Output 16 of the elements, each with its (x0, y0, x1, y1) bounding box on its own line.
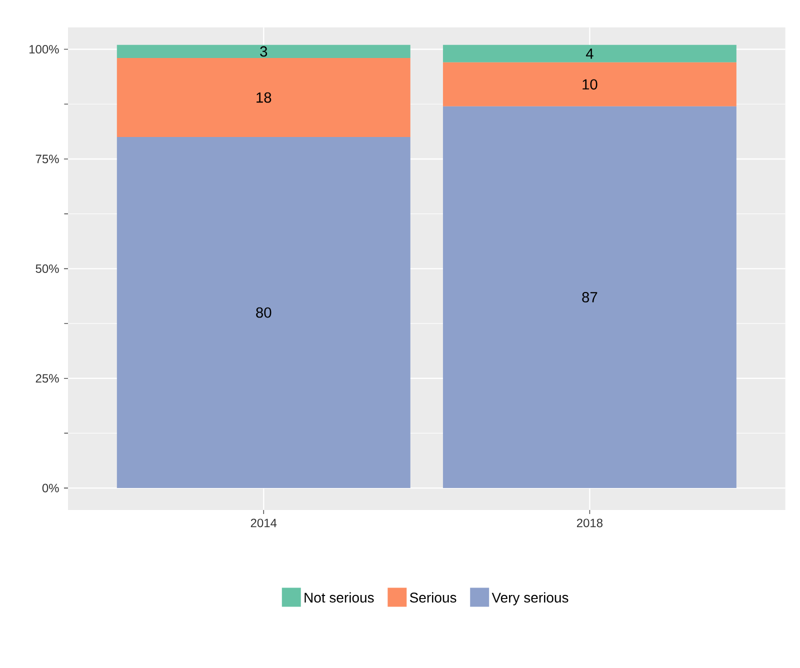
data-label: 87 (582, 292, 598, 302)
legend-label: Very serious (492, 592, 568, 606)
y-tick-label: 100% (30, 45, 59, 54)
x-tick-label: 2018 (576, 518, 603, 528)
data-label: 80 (256, 307, 272, 318)
data-label: 18 (256, 92, 272, 103)
y-tick-label: 75% (36, 154, 59, 164)
y-tick-label: 0% (42, 484, 59, 492)
x-tick-label: 2014 (250, 518, 277, 528)
legend-label: Not serious (304, 592, 374, 603)
legend-label: Serious (410, 592, 456, 603)
data-label: 3 (260, 46, 268, 57)
y-tick-label: 25% (36, 374, 59, 383)
data-label: 10 (582, 79, 598, 90)
y-tick-label: 50% (36, 264, 59, 273)
data-label: 4 (586, 48, 594, 59)
